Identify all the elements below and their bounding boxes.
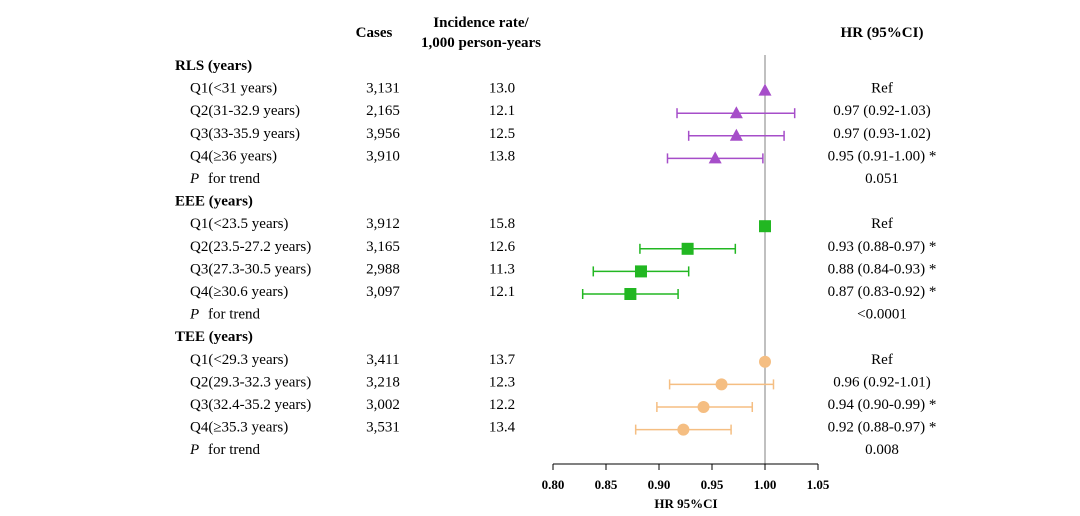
row-label: Q2(23.5-27.2 years) xyxy=(190,239,311,255)
point-marker xyxy=(729,106,743,119)
row-cases: 3,411 xyxy=(366,352,399,368)
point-marker xyxy=(634,265,647,278)
point-marker xyxy=(758,83,772,96)
row-hr-text: 0.96 (0.92-1.01) xyxy=(833,374,931,390)
row-hr-text: Ref xyxy=(871,352,893,368)
row-hr-text: 0.87 (0.83-0.92) * xyxy=(828,284,937,300)
row-cases: 3,097 xyxy=(366,284,400,300)
row-hr-text: 0.93 (0.88-0.97) * xyxy=(828,239,937,255)
row-rate: 12.1 xyxy=(489,284,515,300)
row-hr-text: 0.97 (0.92-1.03) xyxy=(833,103,931,119)
row-cases: 3,912 xyxy=(366,216,400,232)
row-label: Q1(<31 years) xyxy=(190,81,277,97)
row-rate: 11.3 xyxy=(489,261,515,277)
row-label: Q3(32.4-35.2 years) xyxy=(190,397,311,413)
row-rate: 12.5 xyxy=(489,126,515,142)
x-tick-label: 0.95 xyxy=(701,477,724,492)
row-hr-text: Ref xyxy=(871,81,893,97)
row-hr-text: 0.95 (0.91-1.00) * xyxy=(828,148,937,164)
trend-p-value: 0.008 xyxy=(865,442,899,458)
point-marker xyxy=(759,355,771,368)
row-label: Q1(<29.3 years) xyxy=(190,352,288,368)
row-label: Q2(31-32.9 years) xyxy=(190,103,300,119)
row-cases: 3,165 xyxy=(366,239,400,255)
row-rate: 12.3 xyxy=(489,374,515,390)
point-marker xyxy=(729,128,743,141)
p-symbol: P xyxy=(189,171,199,187)
row-cases: 3,531 xyxy=(366,420,400,436)
p-symbol: P xyxy=(189,442,199,458)
x-tick-label: 0.80 xyxy=(542,477,565,492)
trend-label: for trend xyxy=(208,307,261,323)
row-label: Q3(27.3-30.5 years) xyxy=(190,261,311,277)
p-symbol: P xyxy=(189,307,199,323)
row-label: Q1(<23.5 years) xyxy=(190,216,288,232)
row-cases: 3,131 xyxy=(366,81,400,97)
x-tick-label: 1.00 xyxy=(754,477,777,492)
row-hr-text: Ref xyxy=(871,216,893,232)
row-cases: 3,910 xyxy=(366,148,400,164)
row-rate: 12.6 xyxy=(489,239,516,255)
row-cases: 3,002 xyxy=(366,397,400,413)
point-marker xyxy=(697,401,710,413)
x-axis: 0.80 0.85 0.90 0.95 1.00 1.05 xyxy=(542,55,830,492)
group-title: TEE (years) xyxy=(175,329,253,345)
point-marker xyxy=(715,378,728,391)
row-cases: 2,988 xyxy=(366,261,400,277)
header-person-years: 1,000 person-years xyxy=(421,35,541,51)
plot-marks xyxy=(581,83,796,436)
row-rate: 13.0 xyxy=(489,81,515,97)
x-tick-label: 1.05 xyxy=(807,477,830,492)
x-tick-label: 0.85 xyxy=(595,477,618,492)
row-cases: 2,165 xyxy=(366,103,400,119)
x-tick-label: 0.90 xyxy=(648,477,671,492)
row-rate: 13.4 xyxy=(489,420,516,436)
row-hr-text: 0.92 (0.88-0.97) * xyxy=(828,420,937,436)
row-hr-text: 0.94 (0.90-0.99) * xyxy=(828,397,937,413)
trend-label: for trend xyxy=(208,171,261,187)
point-marker xyxy=(681,242,694,255)
row-hr-text: 0.97 (0.93-1.02) xyxy=(833,126,931,142)
x-axis-label: HR 95%CI xyxy=(654,496,717,511)
point-marker xyxy=(624,288,637,300)
row-label: Q2(29.3-32.3 years) xyxy=(190,374,311,390)
header-incidence-rate: Incidence rate/ xyxy=(433,15,529,31)
point-marker xyxy=(708,151,722,164)
trend-p-value: 0.051 xyxy=(865,171,899,187)
row-label: Q4(≥36 years) xyxy=(190,148,277,164)
trend-label: for trend xyxy=(208,442,261,458)
row-rate: 12.1 xyxy=(489,103,515,119)
row-label: Q3(33-35.9 years) xyxy=(190,126,300,142)
table-rows: RLS (years) Q1(<31 years) 3,131 13.0 Ref Q2(3… xyxy=(175,58,936,458)
row-label: Q4(≥35.3 years) xyxy=(190,420,288,436)
row-rate: 15.8 xyxy=(489,216,515,232)
row-cases: 3,218 xyxy=(366,374,400,390)
row-cases: 3,956 xyxy=(366,126,400,142)
point-marker xyxy=(759,220,771,233)
row-rate: 12.2 xyxy=(489,397,515,413)
point-marker xyxy=(677,423,690,436)
row-label: Q4(≥30.6 years) xyxy=(190,284,288,300)
header-cases: Cases xyxy=(356,25,393,41)
row-rate: 13.8 xyxy=(489,148,515,164)
header-hr: HR (95%CI) xyxy=(841,25,924,41)
trend-p-value: <0.0001 xyxy=(857,307,907,323)
group-title: RLS (years) xyxy=(175,58,252,74)
row-hr-text: 0.88 (0.84-0.93) * xyxy=(828,261,937,277)
group-title: EEE (years) xyxy=(175,194,253,210)
row-rate: 13.7 xyxy=(489,352,516,368)
